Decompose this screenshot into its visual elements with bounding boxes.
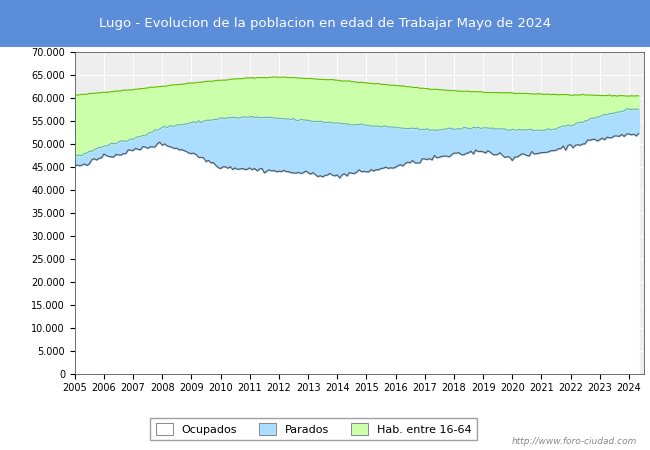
Text: FORO-CIUDAD.COM: FORO-CIUDAD.COM: [208, 198, 510, 227]
Text: Lugo - Evolucion de la poblacion en edad de Trabajar Mayo de 2024: Lugo - Evolucion de la poblacion en edad…: [99, 17, 551, 30]
Text: http://www.foro-ciudad.com: http://www.foro-ciudad.com: [512, 436, 637, 446]
Legend: Ocupados, Parados, Hab. entre 16-64: Ocupados, Parados, Hab. entre 16-64: [150, 418, 477, 440]
